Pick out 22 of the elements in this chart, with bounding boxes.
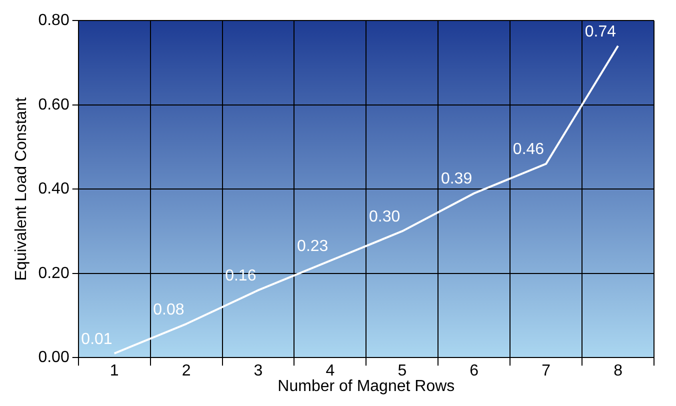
x-tick-label: 6 (470, 362, 479, 380)
y-tick-label: 0.40 (38, 180, 70, 198)
x-tick-label: 4 (326, 362, 335, 380)
x-tick-label: 1 (110, 362, 119, 380)
y-tick-label: 0.00 (38, 349, 70, 366)
data-label: 0.39 (440, 170, 472, 188)
data-label: 0.01 (81, 330, 112, 348)
y-axis-title: Equivalent Load Constant (13, 96, 30, 281)
data-label: 0.74 (584, 23, 616, 40)
y-tick-label: 0.60 (38, 96, 70, 114)
data-label: 0.08 (153, 301, 184, 318)
x-axis-title: Number of Magnet Rows (278, 378, 455, 395)
x-tick-label: 8 (614, 362, 623, 380)
x-tick-label: 5 (398, 362, 407, 380)
x-tick-label: 7 (542, 362, 551, 380)
data-label: 0.30 (369, 208, 400, 226)
data-label: 0.23 (297, 238, 328, 256)
y-tick-label: 0.20 (38, 264, 70, 282)
y-tick-label: 0.80 (38, 12, 70, 30)
data-label: 0.46 (512, 141, 544, 158)
x-tick-label: 2 (182, 362, 191, 380)
x-tick-label: 3 (254, 362, 263, 380)
